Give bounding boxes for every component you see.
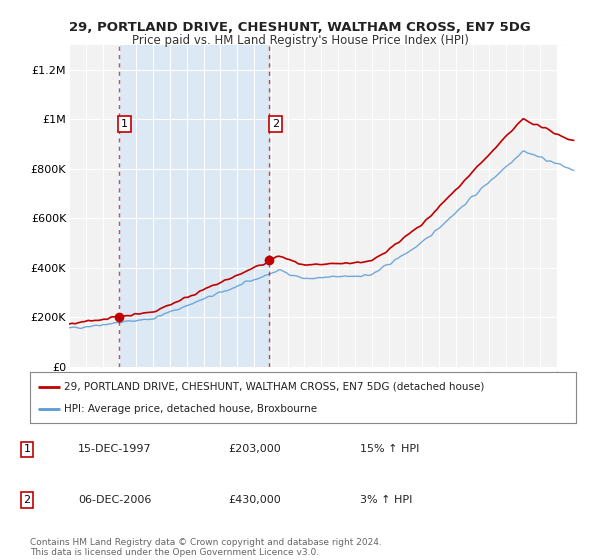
- Text: £203,000: £203,000: [228, 445, 281, 454]
- Bar: [557, 45, 582, 367]
- Text: Contains HM Land Registry data © Crown copyright and database right 2024.
This d: Contains HM Land Registry data © Crown c…: [30, 538, 382, 557]
- Text: 2: 2: [272, 119, 279, 129]
- Text: 29, PORTLAND DRIVE, CHESHUNT, WALTHAM CROSS, EN7 5DG: 29, PORTLAND DRIVE, CHESHUNT, WALTHAM CR…: [69, 21, 531, 34]
- Text: £430,000: £430,000: [228, 495, 281, 505]
- Text: 3% ↑ HPI: 3% ↑ HPI: [360, 495, 412, 505]
- Text: HPI: Average price, detached house, Broxbourne: HPI: Average price, detached house, Brox…: [64, 404, 317, 414]
- Text: 1: 1: [121, 119, 128, 129]
- Bar: [119, 45, 269, 367]
- Text: 1: 1: [23, 445, 31, 454]
- Text: 15% ↑ HPI: 15% ↑ HPI: [360, 445, 419, 454]
- Text: 2: 2: [23, 495, 31, 505]
- Text: 06-DEC-2006: 06-DEC-2006: [78, 495, 151, 505]
- Text: Price paid vs. HM Land Registry's House Price Index (HPI): Price paid vs. HM Land Registry's House …: [131, 34, 469, 46]
- Text: 29, PORTLAND DRIVE, CHESHUNT, WALTHAM CROSS, EN7 5DG (detached house): 29, PORTLAND DRIVE, CHESHUNT, WALTHAM CR…: [64, 381, 484, 391]
- Text: 15-DEC-1997: 15-DEC-1997: [78, 445, 152, 454]
